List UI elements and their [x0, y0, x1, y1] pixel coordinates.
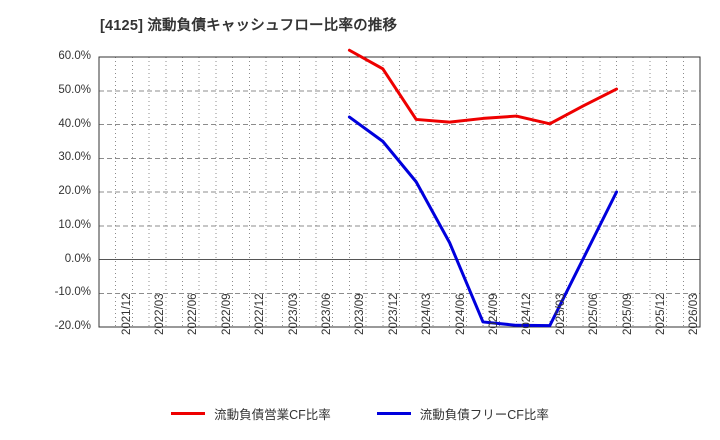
- legend-item[interactable]: 流動負債営業CF比率: [171, 404, 331, 423]
- x-axis-tick-label: 2023/03: [287, 293, 300, 335]
- legend-label: 流動負債営業CF比率: [214, 408, 331, 422]
- x-axis-tick-label: 2024/12: [521, 293, 534, 335]
- legend-color-swatch: [376, 412, 411, 415]
- y-axis-tick-label: 10.0%: [58, 218, 91, 231]
- y-axis-tick-label: -20.0%: [54, 320, 91, 332]
- x-axis-tick-label: 2022/06: [187, 293, 200, 335]
- x-axis-tick-label: 2023/09: [354, 293, 367, 335]
- data-series-line-2: [347, 115, 619, 328]
- x-axis-tick-label: 2023/06: [321, 293, 334, 335]
- x-axis-tick-label: 2025/06: [588, 293, 601, 335]
- x-axis-tick-label: 2025/03: [554, 293, 567, 335]
- x-axis-tick-label: 2023/12: [387, 293, 400, 335]
- x-axis-tick-label: 2022/12: [254, 293, 267, 335]
- x-axis-tick-label: 2025/12: [654, 293, 667, 335]
- y-axis-tick-label: 20.0%: [58, 185, 91, 197]
- legend-color-swatch: [171, 412, 206, 415]
- y-axis-tick-label: 60.0%: [58, 50, 91, 62]
- y-axis-tick-label: 30.0%: [58, 151, 91, 164]
- data-series-line-1: [347, 48, 619, 126]
- x-axis-tick-label: 2022/03: [154, 293, 167, 335]
- x-axis-tick-label: 2026/03: [688, 293, 701, 335]
- chart-title: [4125] 流動負債キャッシュフロー比率の推移: [100, 18, 398, 34]
- chart-legend: 流動負債営業CF比率 流動負債フリーCF比率: [0, 404, 720, 423]
- x-axis-tick-label: 2024/09: [487, 293, 500, 335]
- x-axis-tick-label: 2021/12: [120, 293, 133, 335]
- y-axis-tick-label: -10.0%: [54, 286, 91, 299]
- x-axis-tick-label: 2024/03: [421, 293, 434, 335]
- x-axis-tick-label: 2022/09: [220, 293, 233, 335]
- x-axis-tick-label: 2024/06: [454, 293, 467, 335]
- legend-label: 流動負債フリーCF比率: [419, 408, 549, 422]
- y-axis-tick-label: 50.0%: [58, 83, 91, 96]
- y-axis-tick-label: 40.0%: [58, 117, 91, 130]
- x-axis-tick-label: 2025/09: [621, 293, 634, 335]
- legend-item[interactable]: 流動負債フリーCF比率: [376, 404, 549, 423]
- y-axis-tick-label: 0.0%: [64, 252, 91, 265]
